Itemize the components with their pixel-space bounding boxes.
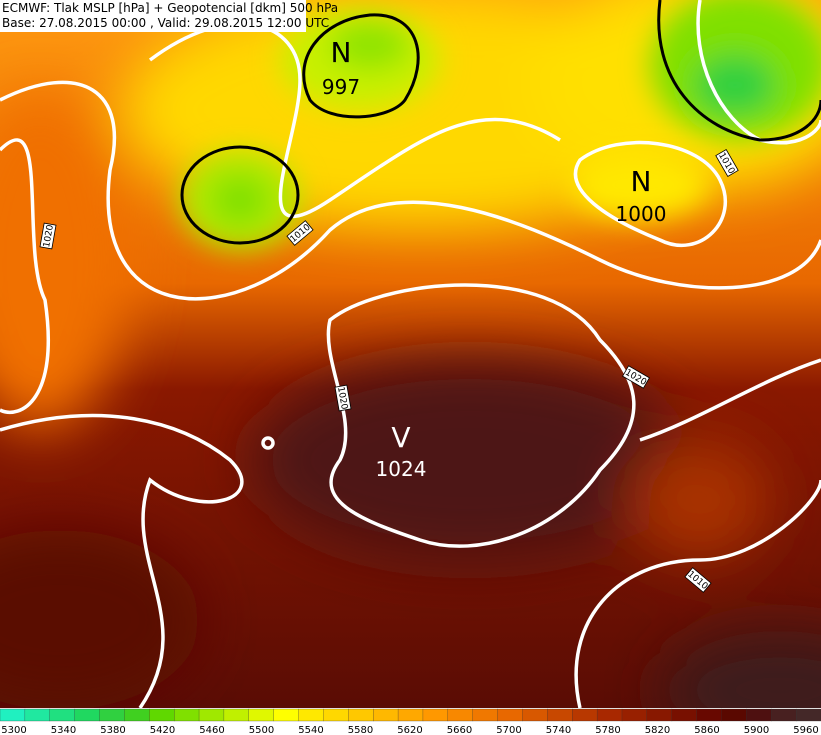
colorbar-tick-label: 5540 [298,725,323,735]
colorbar-tick-label: 5620 [397,725,422,735]
colorbar-cell [596,708,623,722]
colorbar-tick-label: 5380 [100,725,125,735]
colorbar-cell [572,708,598,722]
colorbar-cell [24,708,51,722]
colorbar: 5300 5340 5380 5420 5460 5500 5540 5580 5620 5660… [0,708,821,735]
colorbar-tick-label: 5500 [249,725,274,735]
center-letter: N [631,165,652,198]
colorbar-tick-label: 5420 [150,725,175,735]
colorbar-cell [522,708,548,722]
header-box [0,0,306,32]
center-letter: N [331,36,352,69]
colorbar-cell [497,708,523,722]
colorbar-cell [99,708,125,722]
colorbar-cell [746,708,772,722]
colorbar-tick-label: 5780 [595,725,620,735]
isobar-label-box [684,567,712,593]
isobar-label-box [622,365,650,389]
colorbar-cell [547,708,573,722]
colorbar-cell [447,708,474,722]
colorbar-cell [373,708,399,722]
header-title: ECMWF: Tlak MSLP [hPa] + Geopotencial [d… [2,1,338,15]
isobar-label: 1020 [39,222,57,250]
colorbar-cell [771,708,797,722]
isobar-label-text: 1020 [42,224,56,249]
colorbar-cell [298,708,324,722]
colorbar-cell [348,708,374,722]
colorbar-cell [422,708,449,722]
colorbar-cell [472,708,499,722]
colorbar-cell [49,708,76,722]
isobar-label-box [715,149,739,177]
colorbar-cell [223,708,250,722]
colorbar-cell [795,708,821,722]
center-value: 1000 [616,202,667,226]
colorbar-tick-label: 5740 [546,725,571,735]
isobar-label: 1020 [334,384,352,412]
colorbar-cell [696,708,722,722]
header-subtitle: Base: 27.08.2015 00:00 , Valid: 29.08.20… [2,16,329,30]
center-letter: V [391,421,410,454]
isobar-label-box [334,384,352,412]
center-value: 997 [322,75,360,99]
colorbar-cell [646,708,673,722]
colorbar-tick-label: 5960 [793,725,818,735]
colorbar-tick-label: 5860 [694,725,719,735]
colorbar-tick-label: 5700 [496,725,521,735]
colorbar-cell [198,708,225,722]
colorbar-cell [0,708,26,722]
colorbar-cell [323,708,349,722]
colorbar-tick-label: 5660 [447,725,472,735]
center-value: 1024 [376,457,427,481]
colorbar-tick-label: 5900 [744,725,769,735]
colorbar-cell [149,708,175,722]
colorbar-cell [621,708,648,722]
isobar-label-text: 1020 [335,386,349,411]
colorbar-cell [273,708,299,722]
pressure-centers: N 997 N 1000 V 1024 [322,36,667,481]
colorbar-tick-label: 5820 [645,725,670,735]
colorbar-cell [721,708,747,722]
colorbar-cell [174,708,200,722]
colorbar-tick-label: 5460 [199,725,224,735]
colorbar-cell [248,708,275,722]
isobar-label-box [286,220,314,246]
colorbar-cell [74,708,100,722]
colorbar-tick-label: 5340 [51,725,76,735]
colorbar-cell [671,708,698,722]
colorbar-cell [124,708,150,722]
isobar-label-box [39,222,57,250]
colorbar-tick-label: 5580 [348,725,373,735]
colorbar-cell [397,708,424,722]
colorbar-tick-label: 5300 [1,725,26,735]
